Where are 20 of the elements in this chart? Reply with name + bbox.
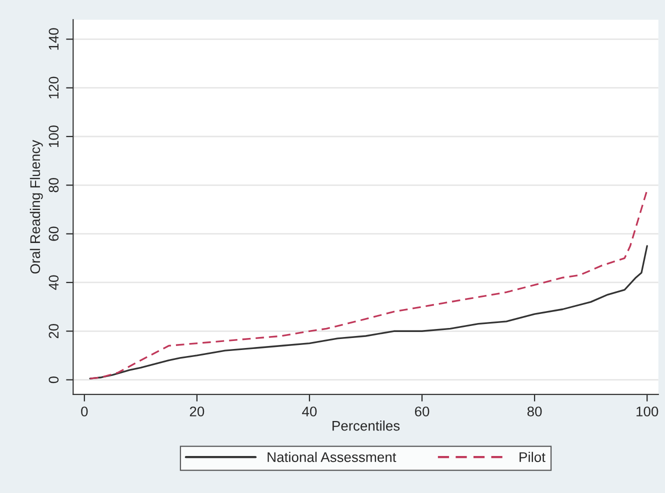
y-tick-label: 100 [48,125,59,148]
x-tick-label: 100 [636,406,658,416]
line-series [89,189,648,380]
y-tick-label: 80 [48,178,59,192]
x-axis-title: Percentiles [332,420,400,431]
x-tick-label: 20 [190,406,204,416]
x-tick-label: 0 [81,406,88,416]
y-tick-label: 0 [48,376,59,384]
y-tick-label: 120 [48,76,59,98]
x-tick-label: 80 [527,406,542,416]
x-tick-label: 60 [415,406,430,416]
x-tick-label: 40 [302,406,317,416]
y-tick-label: 60 [48,226,59,241]
line-series [89,245,648,380]
y-axis-title: Oral Reading Fluency [30,140,43,274]
y-tick-label: 140 [48,28,59,50]
legend-label: Pilot [520,452,546,462]
legend-label: National Assessment [268,452,396,462]
y-tick-label: 40 [48,275,59,290]
y-tick-label: 20 [48,324,59,338]
